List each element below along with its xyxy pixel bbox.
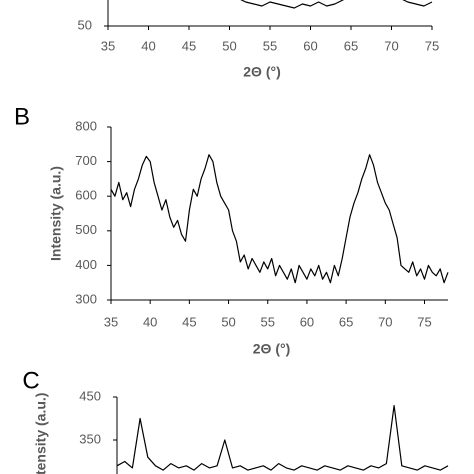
x-tick-label: 50	[221, 314, 235, 329]
y-tick-label: 50	[78, 17, 92, 32]
y-axis-title: Intensity (a.u.)	[48, 166, 64, 261]
x-tick-label: 60	[300, 314, 314, 329]
y-tick-label: 300	[75, 291, 97, 306]
x-tick-label: 75	[417, 314, 431, 329]
x-tick-label: 35	[104, 314, 118, 329]
x-tick-label: 75	[425, 38, 439, 53]
y-tick-label: 700	[75, 153, 97, 168]
x-tick-label: 65	[344, 38, 358, 53]
y-axis-title: Intensity (a.u.)	[33, 393, 49, 474]
y-tick-label: 450	[79, 388, 101, 403]
y-tick-label: 600	[75, 188, 97, 203]
panel-label: C	[22, 367, 39, 394]
x-tick-label: 70	[378, 314, 392, 329]
x-tick-label: 65	[339, 314, 353, 329]
x-axis-title: 2Θ (°)	[253, 341, 291, 357]
x-axis-title: 2Θ (°)	[243, 64, 281, 80]
y-tick-label: 350	[79, 431, 101, 446]
x-tick-label: 45	[182, 314, 196, 329]
x-tick-label: 50	[222, 38, 236, 53]
y-tick-label: 500	[75, 222, 97, 237]
y-tick-label: 800	[75, 118, 97, 133]
y-tick-label: 400	[75, 257, 97, 272]
x-tick-label: 60	[303, 38, 317, 53]
panel-label: B	[14, 103, 30, 130]
data-line	[116, 405, 449, 471]
x-tick-label: 45	[182, 38, 196, 53]
data-line	[110, 154, 449, 284]
x-tick-label: 40	[143, 314, 157, 329]
x-tick-label: 55	[261, 314, 275, 329]
x-tick-label: 35	[101, 38, 115, 53]
data-line	[240, 0, 433, 9]
x-tick-label: 55	[263, 38, 277, 53]
x-tick-label: 40	[141, 38, 155, 53]
x-tick-label: 70	[384, 38, 398, 53]
